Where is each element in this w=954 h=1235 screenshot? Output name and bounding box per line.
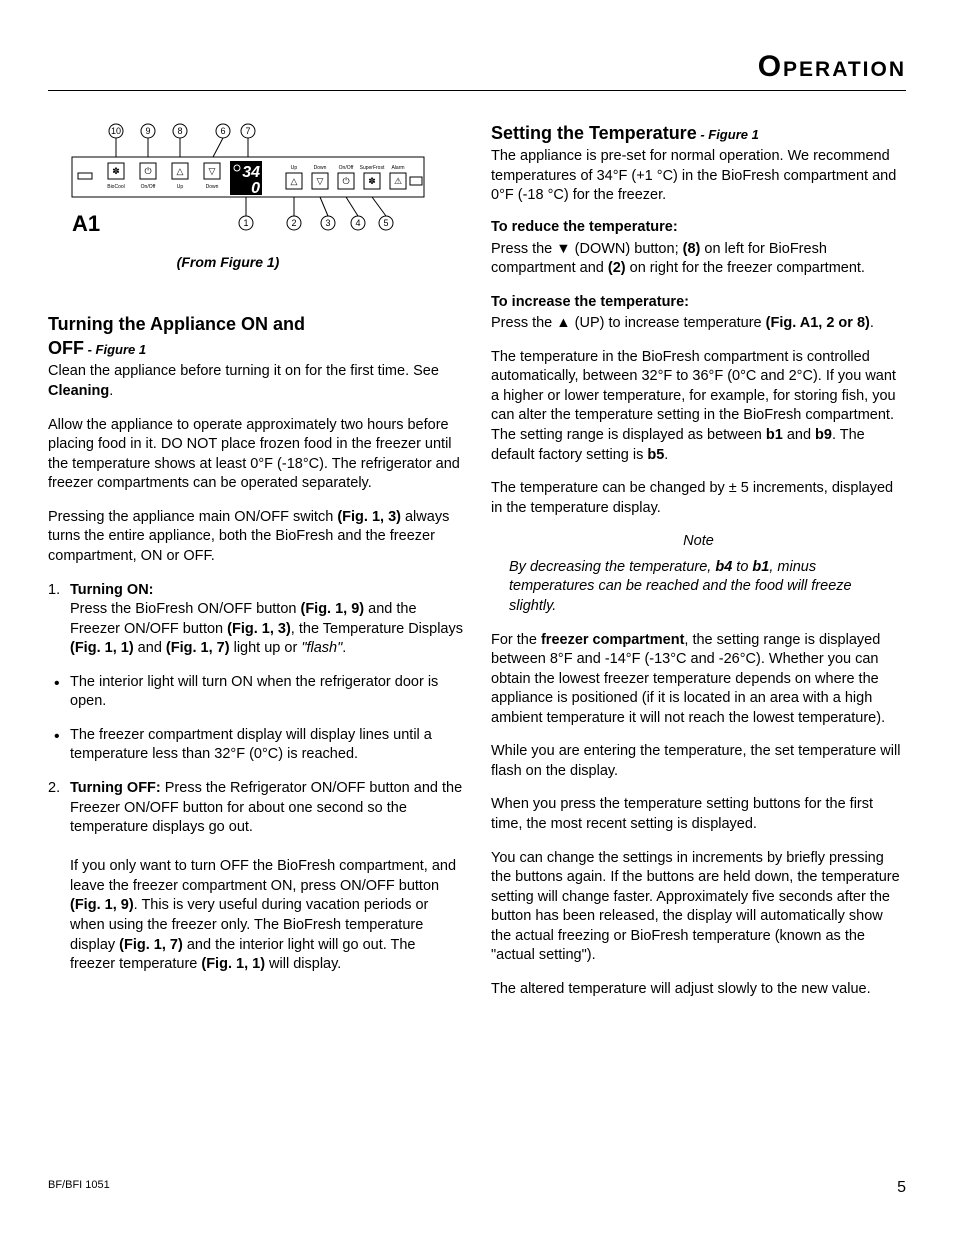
para: When you press the temperature setting b… bbox=[491, 795, 906, 834]
svg-text:A1: A1 bbox=[72, 211, 100, 236]
page-footer: BF/BFI 1051 5 bbox=[48, 1179, 906, 1197]
para: The appliance is pre-set for normal oper… bbox=[491, 147, 906, 206]
numbered-list: 1. Turning ON: Press the BioFresh ON/OFF… bbox=[48, 581, 463, 659]
svg-text:8: 8 bbox=[177, 126, 182, 136]
footer-page-number: 5 bbox=[897, 1179, 906, 1197]
subheading-reduce: To reduce the temperature: bbox=[491, 218, 906, 238]
svg-text:△: △ bbox=[291, 176, 298, 186]
svg-text:SuperFrost: SuperFrost bbox=[360, 165, 385, 171]
svg-text:⚠: ⚠ bbox=[394, 176, 402, 186]
para: Press the ▼ (DOWN) button; (8) on left f… bbox=[491, 240, 906, 279]
svg-text:Down: Down bbox=[314, 165, 327, 171]
svg-text:✽: ✽ bbox=[112, 166, 120, 176]
svg-text:△: △ bbox=[177, 166, 184, 176]
svg-text:✽: ✽ bbox=[368, 176, 376, 186]
bullet-list: The interior light will turn ON when the… bbox=[48, 673, 463, 765]
svg-text:Up: Up bbox=[291, 165, 298, 171]
para: Pressing the appliance main ON/OFF switc… bbox=[48, 508, 463, 567]
note-body: By decreasing the temperature, b4 to b1,… bbox=[509, 558, 896, 617]
left-column: 10 9 8 6 7 ✽ ⏻ △ bbox=[48, 121, 463, 1014]
figure-caption: (From Figure 1) bbox=[68, 253, 388, 272]
para: The altered temperature will adjust slow… bbox=[491, 980, 906, 1000]
svg-text:Alarm: Alarm bbox=[391, 165, 404, 171]
svg-text:Down: Down bbox=[206, 184, 219, 190]
panel-svg: 10 9 8 6 7 ✽ ⏻ △ bbox=[68, 121, 428, 241]
list-item: The freezer compartment display will dis… bbox=[48, 726, 463, 765]
control-panel-figure: 10 9 8 6 7 ✽ ⏻ △ bbox=[68, 121, 463, 241]
para: Press the ▲ (UP) to increase temperature… bbox=[491, 314, 906, 334]
svg-text:BioCool: BioCool bbox=[107, 184, 125, 190]
content-columns: 10 9 8 6 7 ✽ ⏻ △ bbox=[48, 121, 906, 1014]
svg-text:On/Off: On/Off bbox=[339, 165, 354, 171]
svg-text:5: 5 bbox=[383, 218, 388, 228]
svg-text:Up: Up bbox=[177, 184, 184, 190]
numbered-list: 2. Turning OFF: Press the Refrigerator O… bbox=[48, 779, 463, 975]
subheading-increase: To increase the temperature: bbox=[491, 293, 906, 313]
note-heading: Note bbox=[491, 532, 906, 552]
right-column: Setting the Temperature - Figure 1 The a… bbox=[491, 121, 906, 1014]
para: For the freezer compartment, the setting… bbox=[491, 631, 906, 729]
svg-text:9: 9 bbox=[145, 126, 150, 136]
para: While you are entering the temperature, … bbox=[491, 742, 906, 781]
para: Allow the appliance to operate approxima… bbox=[48, 416, 463, 494]
svg-text:7: 7 bbox=[245, 126, 250, 136]
heading-setting-temp: Setting the Temperature - Figure 1 bbox=[491, 121, 906, 145]
page-header: Operation bbox=[48, 50, 906, 91]
svg-text:4: 4 bbox=[355, 218, 360, 228]
list-item: 2. Turning OFF: Press the Refrigerator O… bbox=[48, 779, 463, 975]
svg-text:3: 3 bbox=[325, 218, 330, 228]
svg-text:10: 10 bbox=[111, 126, 121, 136]
footer-model: BF/BFI 1051 bbox=[48, 1179, 110, 1197]
svg-text:▽: ▽ bbox=[209, 166, 216, 176]
svg-text:34: 34 bbox=[242, 164, 260, 181]
heading-turning-on-off: Turning the Appliance ON and OFF - Figur… bbox=[48, 312, 463, 361]
para: The temperature in the BioFresh compartm… bbox=[491, 348, 906, 465]
svg-text:⏻: ⏻ bbox=[144, 166, 151, 176]
svg-text:⏻: ⏻ bbox=[342, 176, 349, 186]
list-item: 1. Turning ON: Press the BioFresh ON/OFF… bbox=[48, 581, 463, 659]
para: You can change the settings in increment… bbox=[491, 849, 906, 966]
svg-text:▽: ▽ bbox=[317, 176, 324, 186]
svg-text:2: 2 bbox=[291, 218, 296, 228]
svg-text:0: 0 bbox=[251, 180, 260, 197]
para: The temperature can be changed by ± 5 in… bbox=[491, 479, 906, 518]
para: Clean the appliance before turning it on… bbox=[48, 362, 463, 401]
svg-text:On/Off: On/Off bbox=[141, 184, 156, 190]
svg-text:1: 1 bbox=[243, 218, 248, 228]
svg-text:6: 6 bbox=[220, 126, 225, 136]
list-item: The interior light will turn ON when the… bbox=[48, 673, 463, 712]
